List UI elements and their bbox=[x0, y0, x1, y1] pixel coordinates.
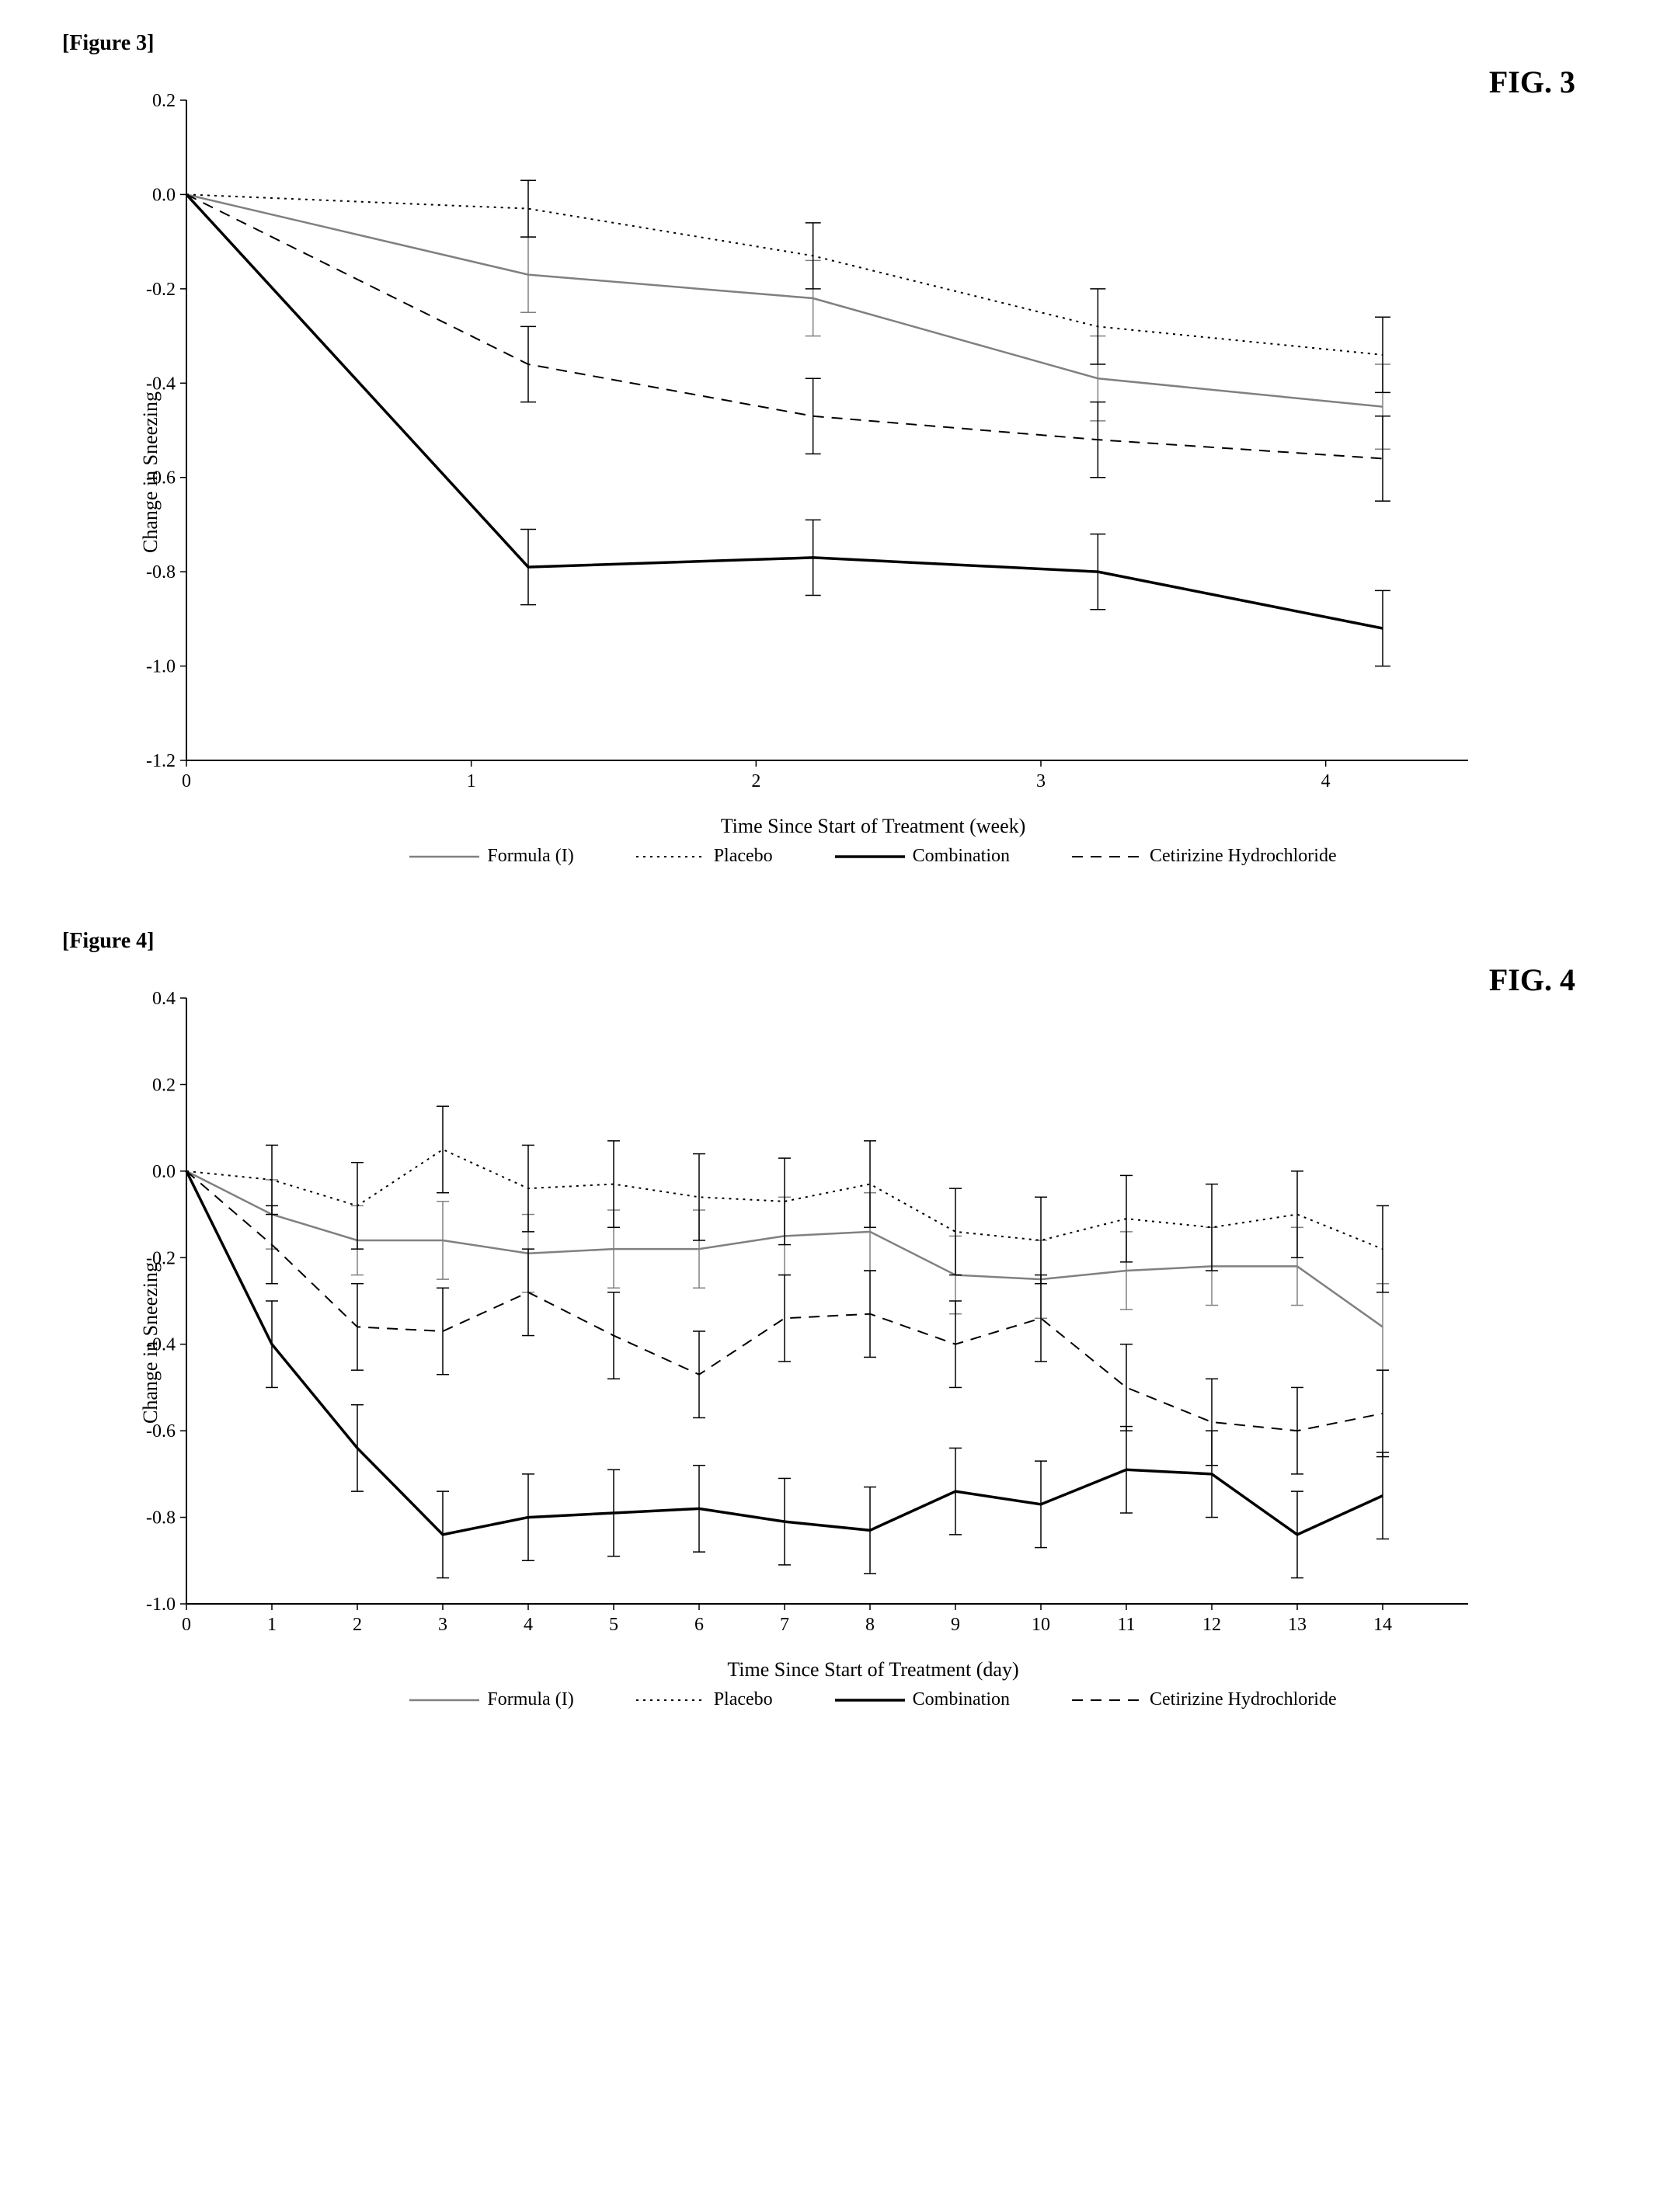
figure-4-chart-wrap: Change in Sneezing -1.0-0.8-0.6-0.4-0.20… bbox=[124, 975, 1622, 1710]
legend-label: Placebo bbox=[714, 1689, 773, 1710]
figure-4-ylabel: Change in Sneezing bbox=[139, 1262, 162, 1424]
svg-text:-1.0: -1.0 bbox=[146, 1595, 176, 1615]
legend-item: Formula (I) bbox=[409, 846, 573, 867]
legend-item: Combination bbox=[835, 1689, 1010, 1710]
svg-text:14: 14 bbox=[1373, 1615, 1392, 1635]
legend-label: Combination bbox=[913, 846, 1010, 867]
svg-text:7: 7 bbox=[780, 1615, 789, 1635]
figure-4-block: [Figure 4] FIG. 4 Change in Sneezing -1.… bbox=[31, 929, 1622, 1710]
legend-item: Combination bbox=[835, 846, 1010, 867]
svg-text:10: 10 bbox=[1032, 1615, 1050, 1635]
svg-text:0.2: 0.2 bbox=[152, 1075, 176, 1095]
figure-3-chart: -1.2-1.0-0.8-0.6-0.4-0.20.00.201234 bbox=[124, 77, 1491, 807]
figure-3-xlabel: Time Since Start of Treatment (week) bbox=[124, 815, 1622, 838]
svg-text:-0.2: -0.2 bbox=[146, 280, 176, 300]
figure-3-title: FIG. 3 bbox=[31, 64, 1575, 100]
svg-text:4: 4 bbox=[1321, 771, 1331, 791]
figure-3-header: [Figure 3] bbox=[62, 31, 1622, 56]
svg-text:-0.8: -0.8 bbox=[146, 562, 176, 583]
legend-label: Formula (I) bbox=[487, 846, 573, 867]
figure-3-chart-wrap: Change in Sneezing -1.2-1.0-0.8-0.6-0.4-… bbox=[124, 77, 1622, 867]
svg-text:5: 5 bbox=[609, 1615, 618, 1635]
svg-text:6: 6 bbox=[694, 1615, 704, 1635]
legend-item: Cetirizine Hydrochloride bbox=[1072, 1689, 1337, 1710]
svg-text:0.0: 0.0 bbox=[152, 1162, 176, 1182]
svg-text:-0.6: -0.6 bbox=[146, 1421, 176, 1442]
svg-text:12: 12 bbox=[1202, 1615, 1221, 1635]
legend-item: Cetirizine Hydrochloride bbox=[1072, 846, 1337, 867]
figure-4-xlabel: Time Since Start of Treatment (day) bbox=[124, 1658, 1622, 1682]
legend-label: Placebo bbox=[714, 846, 773, 867]
svg-text:8: 8 bbox=[865, 1615, 875, 1635]
figure-4-header: [Figure 4] bbox=[62, 929, 1622, 954]
svg-text:3: 3 bbox=[438, 1615, 447, 1635]
svg-text:0.0: 0.0 bbox=[152, 185, 176, 205]
legend-item: Placebo bbox=[636, 1689, 773, 1710]
legend-label: Formula (I) bbox=[487, 1689, 573, 1710]
legend-label: Combination bbox=[913, 1689, 1010, 1710]
svg-text:11: 11 bbox=[1117, 1615, 1135, 1635]
svg-text:3: 3 bbox=[1036, 771, 1046, 791]
svg-text:2: 2 bbox=[751, 771, 760, 791]
svg-text:-0.8: -0.8 bbox=[146, 1508, 176, 1529]
figure-4-title: FIG. 4 bbox=[31, 962, 1575, 998]
svg-text:0: 0 bbox=[182, 1615, 191, 1635]
svg-text:13: 13 bbox=[1288, 1615, 1307, 1635]
svg-text:-1.2: -1.2 bbox=[146, 751, 176, 771]
legend-item: Placebo bbox=[636, 846, 773, 867]
figure-4-legend: Formula (I) Placebo Combination Cetirizine … bbox=[329, 1689, 1417, 1710]
legend-item: Formula (I) bbox=[409, 1689, 573, 1710]
legend-label: Cetirizine Hydrochloride bbox=[1150, 1689, 1337, 1710]
figure-4-chart: -1.0-0.8-0.6-0.4-0.20.00.20.401234567891… bbox=[124, 975, 1491, 1650]
svg-text:9: 9 bbox=[951, 1615, 960, 1635]
svg-text:-1.0: -1.0 bbox=[146, 657, 176, 677]
figure-3-block: [Figure 3] FIG. 3 Change in Sneezing -1.… bbox=[31, 31, 1622, 867]
legend-label: Cetirizine Hydrochloride bbox=[1150, 846, 1337, 867]
svg-text:0: 0 bbox=[182, 771, 191, 791]
svg-text:2: 2 bbox=[353, 1615, 362, 1635]
svg-text:4: 4 bbox=[524, 1615, 533, 1635]
page: [Figure 3] FIG. 3 Change in Sneezing -1.… bbox=[31, 31, 1622, 1710]
figure-3-legend: Formula (I) Placebo Combination Cetirizine … bbox=[329, 846, 1417, 867]
svg-text:1: 1 bbox=[467, 771, 476, 791]
svg-text:1: 1 bbox=[267, 1615, 277, 1635]
figure-3-ylabel: Change in Sneezing bbox=[139, 391, 162, 553]
